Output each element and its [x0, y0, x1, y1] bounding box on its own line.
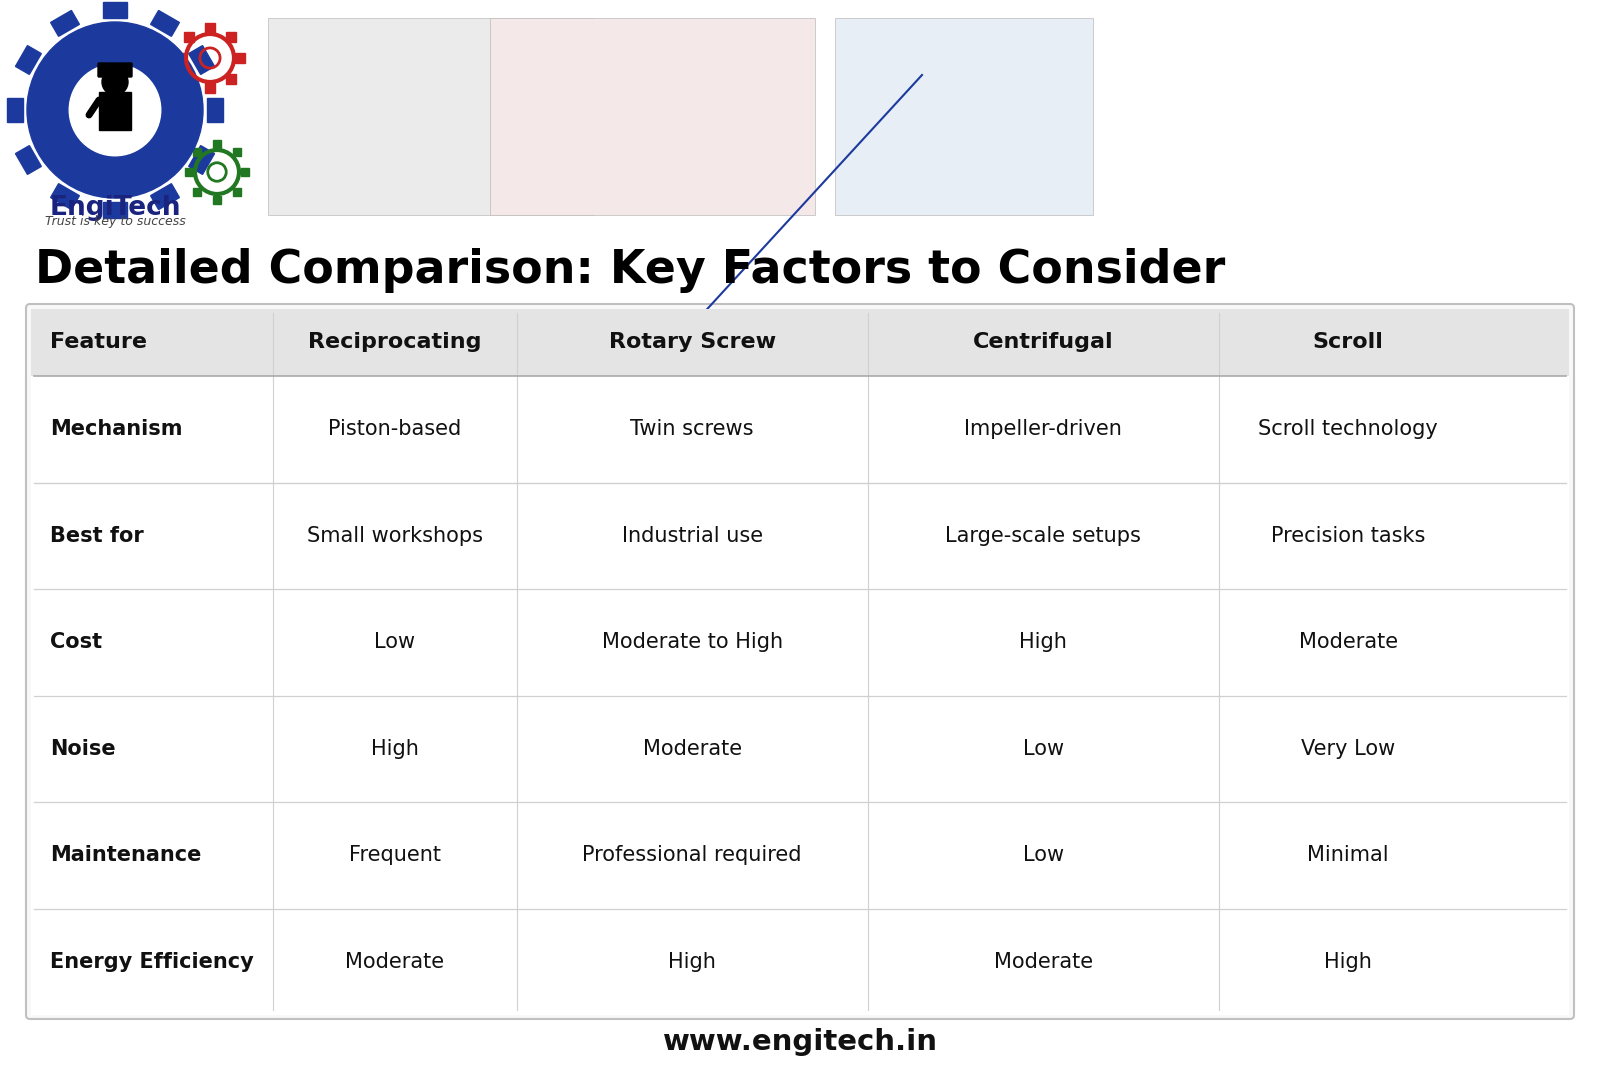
FancyBboxPatch shape	[30, 309, 1570, 376]
Text: Noise: Noise	[50, 738, 115, 759]
Text: Minimal: Minimal	[1307, 845, 1389, 865]
Text: Precision tasks: Precision tasks	[1270, 526, 1426, 545]
FancyBboxPatch shape	[186, 168, 194, 176]
FancyBboxPatch shape	[51, 11, 80, 36]
Text: Scroll: Scroll	[1314, 332, 1384, 352]
Text: Moderate: Moderate	[1299, 633, 1398, 652]
Text: High: High	[669, 952, 717, 972]
FancyBboxPatch shape	[235, 53, 245, 63]
FancyBboxPatch shape	[213, 140, 221, 148]
Text: Professional required: Professional required	[582, 845, 802, 865]
Text: Scroll technology: Scroll technology	[1258, 419, 1438, 440]
Text: Rotary Screw: Rotary Screw	[608, 332, 776, 352]
Text: Very Low: Very Low	[1301, 738, 1395, 759]
FancyBboxPatch shape	[184, 75, 194, 84]
FancyBboxPatch shape	[30, 376, 1570, 482]
FancyBboxPatch shape	[232, 148, 240, 156]
Text: Industrial use: Industrial use	[622, 526, 763, 545]
FancyBboxPatch shape	[30, 482, 1570, 589]
FancyBboxPatch shape	[150, 184, 179, 209]
Text: Moderate to High: Moderate to High	[602, 633, 782, 652]
FancyBboxPatch shape	[189, 145, 214, 174]
FancyBboxPatch shape	[16, 46, 42, 75]
Text: Feature: Feature	[50, 332, 147, 352]
Text: Mechanism: Mechanism	[50, 419, 182, 440]
FancyBboxPatch shape	[30, 802, 1570, 908]
FancyBboxPatch shape	[98, 63, 131, 77]
FancyBboxPatch shape	[242, 168, 250, 176]
Circle shape	[27, 22, 203, 198]
Text: Piston-based: Piston-based	[328, 419, 462, 440]
Text: Best for: Best for	[50, 526, 144, 545]
FancyBboxPatch shape	[232, 188, 240, 196]
Text: Small workshops: Small workshops	[307, 526, 483, 545]
Text: Low: Low	[1022, 845, 1064, 865]
FancyBboxPatch shape	[30, 696, 1570, 802]
Text: Centrifugal: Centrifugal	[973, 332, 1114, 352]
Circle shape	[102, 69, 128, 95]
Text: Large-scale setups: Large-scale setups	[946, 526, 1141, 545]
FancyBboxPatch shape	[205, 23, 214, 33]
FancyBboxPatch shape	[194, 188, 202, 196]
Text: Detailed Comparison: Key Factors to Consider: Detailed Comparison: Key Factors to Cons…	[35, 248, 1226, 293]
Text: Low: Low	[1022, 738, 1064, 759]
Text: Trust is key to success: Trust is key to success	[45, 214, 186, 228]
Text: Impeller-driven: Impeller-driven	[965, 419, 1122, 440]
Text: High: High	[1325, 952, 1373, 972]
FancyBboxPatch shape	[184, 32, 194, 42]
FancyBboxPatch shape	[174, 53, 186, 63]
FancyBboxPatch shape	[6, 98, 22, 122]
Text: Energy Efficiency: Energy Efficiency	[50, 952, 254, 972]
FancyBboxPatch shape	[189, 46, 214, 75]
FancyBboxPatch shape	[150, 11, 179, 36]
Text: www.engitech.in: www.engitech.in	[662, 1028, 938, 1056]
Text: High: High	[371, 738, 419, 759]
Text: Moderate: Moderate	[643, 738, 742, 759]
FancyBboxPatch shape	[205, 83, 214, 93]
FancyBboxPatch shape	[490, 18, 814, 214]
FancyBboxPatch shape	[835, 18, 1093, 214]
Text: Reciprocating: Reciprocating	[309, 332, 482, 352]
FancyBboxPatch shape	[226, 32, 237, 42]
FancyBboxPatch shape	[206, 98, 222, 122]
Text: Moderate: Moderate	[994, 952, 1093, 972]
Text: High: High	[1019, 633, 1067, 652]
FancyBboxPatch shape	[16, 145, 42, 174]
Text: EngiTech: EngiTech	[50, 195, 181, 221]
FancyBboxPatch shape	[194, 148, 202, 156]
FancyBboxPatch shape	[213, 196, 221, 204]
FancyBboxPatch shape	[99, 92, 131, 130]
FancyBboxPatch shape	[26, 304, 1574, 1019]
Text: Frequent: Frequent	[349, 845, 442, 865]
FancyBboxPatch shape	[30, 589, 1570, 696]
FancyBboxPatch shape	[102, 2, 126, 18]
FancyBboxPatch shape	[269, 18, 594, 214]
FancyBboxPatch shape	[226, 75, 237, 84]
Circle shape	[69, 64, 160, 156]
Text: Maintenance: Maintenance	[50, 845, 202, 865]
Text: Cost: Cost	[50, 633, 102, 652]
Text: Twin screws: Twin screws	[630, 419, 754, 440]
FancyBboxPatch shape	[51, 184, 80, 209]
FancyBboxPatch shape	[30, 908, 1570, 1015]
Text: Moderate: Moderate	[346, 952, 445, 972]
Text: Low: Low	[374, 633, 416, 652]
FancyBboxPatch shape	[102, 202, 126, 218]
